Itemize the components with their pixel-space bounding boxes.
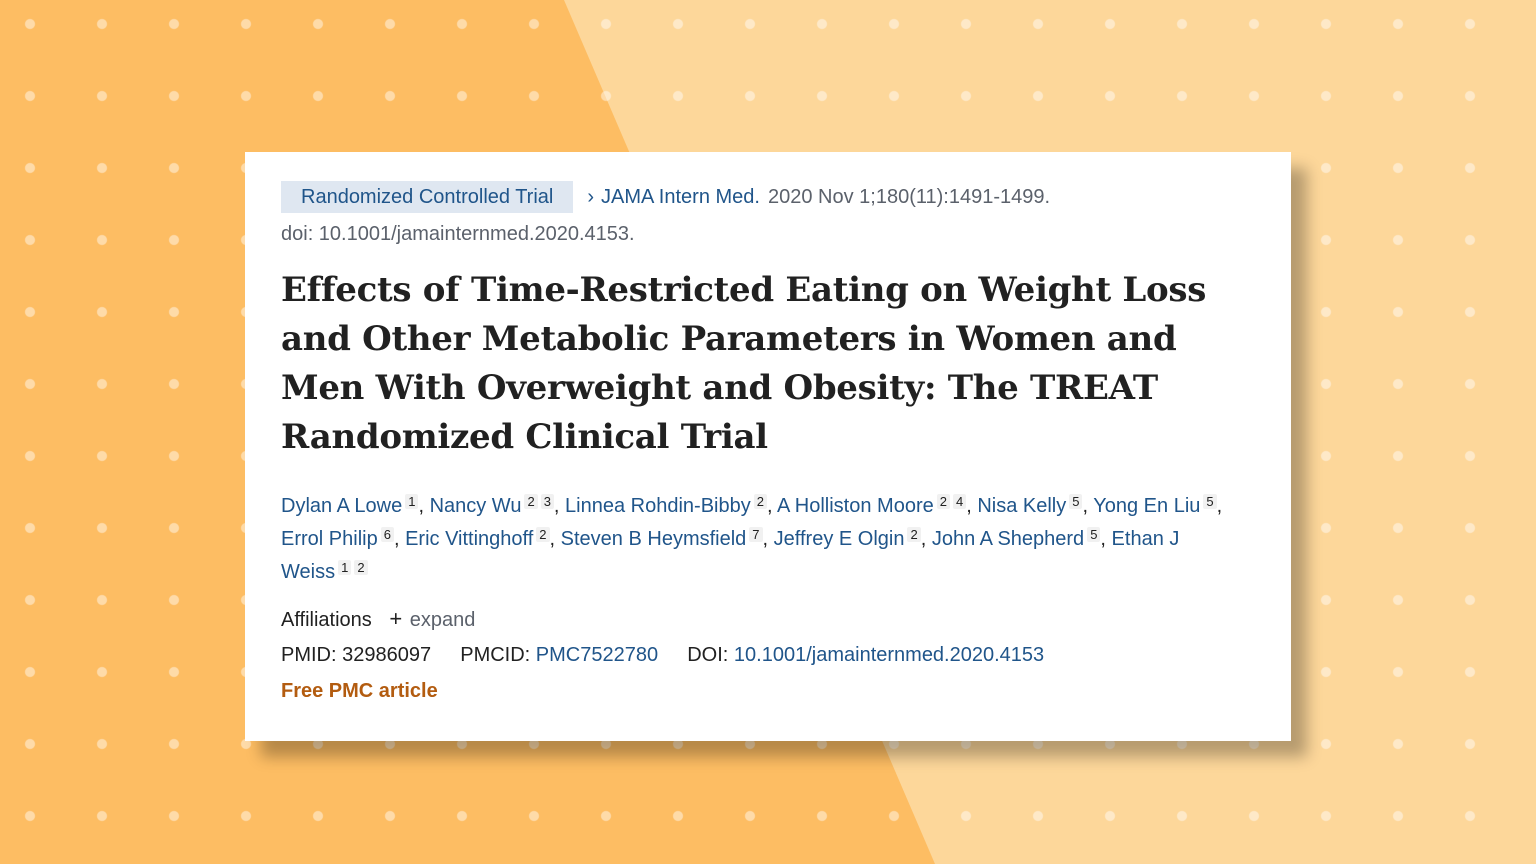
author-link[interactable]: John A Shepherd [931,528,1085,550]
pmcid-label: PMCID: [460,644,531,666]
expand-affiliations-button[interactable]: expand [409,609,476,631]
publication-type-badge[interactable]: Randomized Controlled Trial [281,181,574,213]
author-link[interactable]: Yong En Liu [1093,495,1201,517]
article-card: Randomized Controlled Trial › JAMA Inter… [245,152,1291,741]
author-link[interactable]: Eric Vittinghoff [405,528,534,550]
author-link[interactable]: Steven B Heymsfield [560,528,747,550]
affiliation-number[interactable]: 7 [749,527,763,542]
authors-list: Dylan A Lowe 1, Nancy Wu 2 3, Linnea Rohdin… [281,494,1223,583]
affiliation-number[interactable]: 3 [540,494,554,509]
free-pmc-article-link[interactable]: Free PMC article [281,680,438,702]
doi-label: DOI: [687,644,729,666]
chevron-right-icon: › [587,185,595,208]
affiliation-number[interactable]: 5 [1069,494,1083,509]
affiliation-number[interactable]: 2 [524,494,538,509]
article-meta: Randomized Controlled Trial › JAMA Inter… [281,181,1255,213]
affiliation-number[interactable]: 2 [753,494,767,509]
doi-line: doi: 10.1001/jamainternmed.2020.4153. [281,223,635,245]
doi-link[interactable]: 10.1001/jamainternmed.2020.4153 [733,644,1045,666]
affiliation-number[interactable]: 1 [405,494,419,509]
pmid-value: 32986097 [342,644,432,666]
author-link[interactable]: Nancy Wu [429,495,522,517]
identifiers-row: PMID: 32986097 PMCID: PMC7522780 DOI: 10… [281,641,1255,669]
affiliation-number[interactable]: 2 [907,527,921,542]
author-link[interactable]: Jeffrey E Olgin [773,528,905,550]
affiliation-number[interactable]: 2 [536,527,550,542]
affiliation-number[interactable]: 5 [1087,527,1101,542]
author-link[interactable]: Errol Philip [281,528,378,550]
affiliation-number[interactable]: 4 [952,494,967,509]
author-link[interactable]: Linnea Rohdin-Bibby [565,495,751,517]
affiliation-number[interactable]: 5 [1203,494,1217,509]
affiliations-label: Affiliations [281,609,372,631]
pmcid-link[interactable]: PMC7522780 [535,644,659,666]
affiliations-row: Affiliations + expand [281,605,1255,633]
journal-link[interactable]: JAMA Intern Med. [601,185,760,208]
affiliation-number[interactable]: 2 [936,494,950,509]
plus-icon[interactable]: + [389,606,403,631]
pmid-label: PMID: [281,644,337,666]
author-link[interactable]: Dylan A Lowe [281,495,403,517]
citation-details: 2020 Nov 1;180(11):1491-1499. [767,185,1051,208]
author-link[interactable]: Nisa Kelly [977,495,1067,517]
affiliation-number[interactable]: 2 [354,560,368,575]
affiliation-number[interactable]: 6 [380,527,394,542]
author-link[interactable]: A Holliston Moore [776,495,934,517]
author-link[interactable]: Ethan J Weiss [281,528,1180,583]
article-title: Effects of Time-Restricted Eating on Wei… [281,270,1207,457]
affiliation-number[interactable]: 1 [338,560,352,575]
